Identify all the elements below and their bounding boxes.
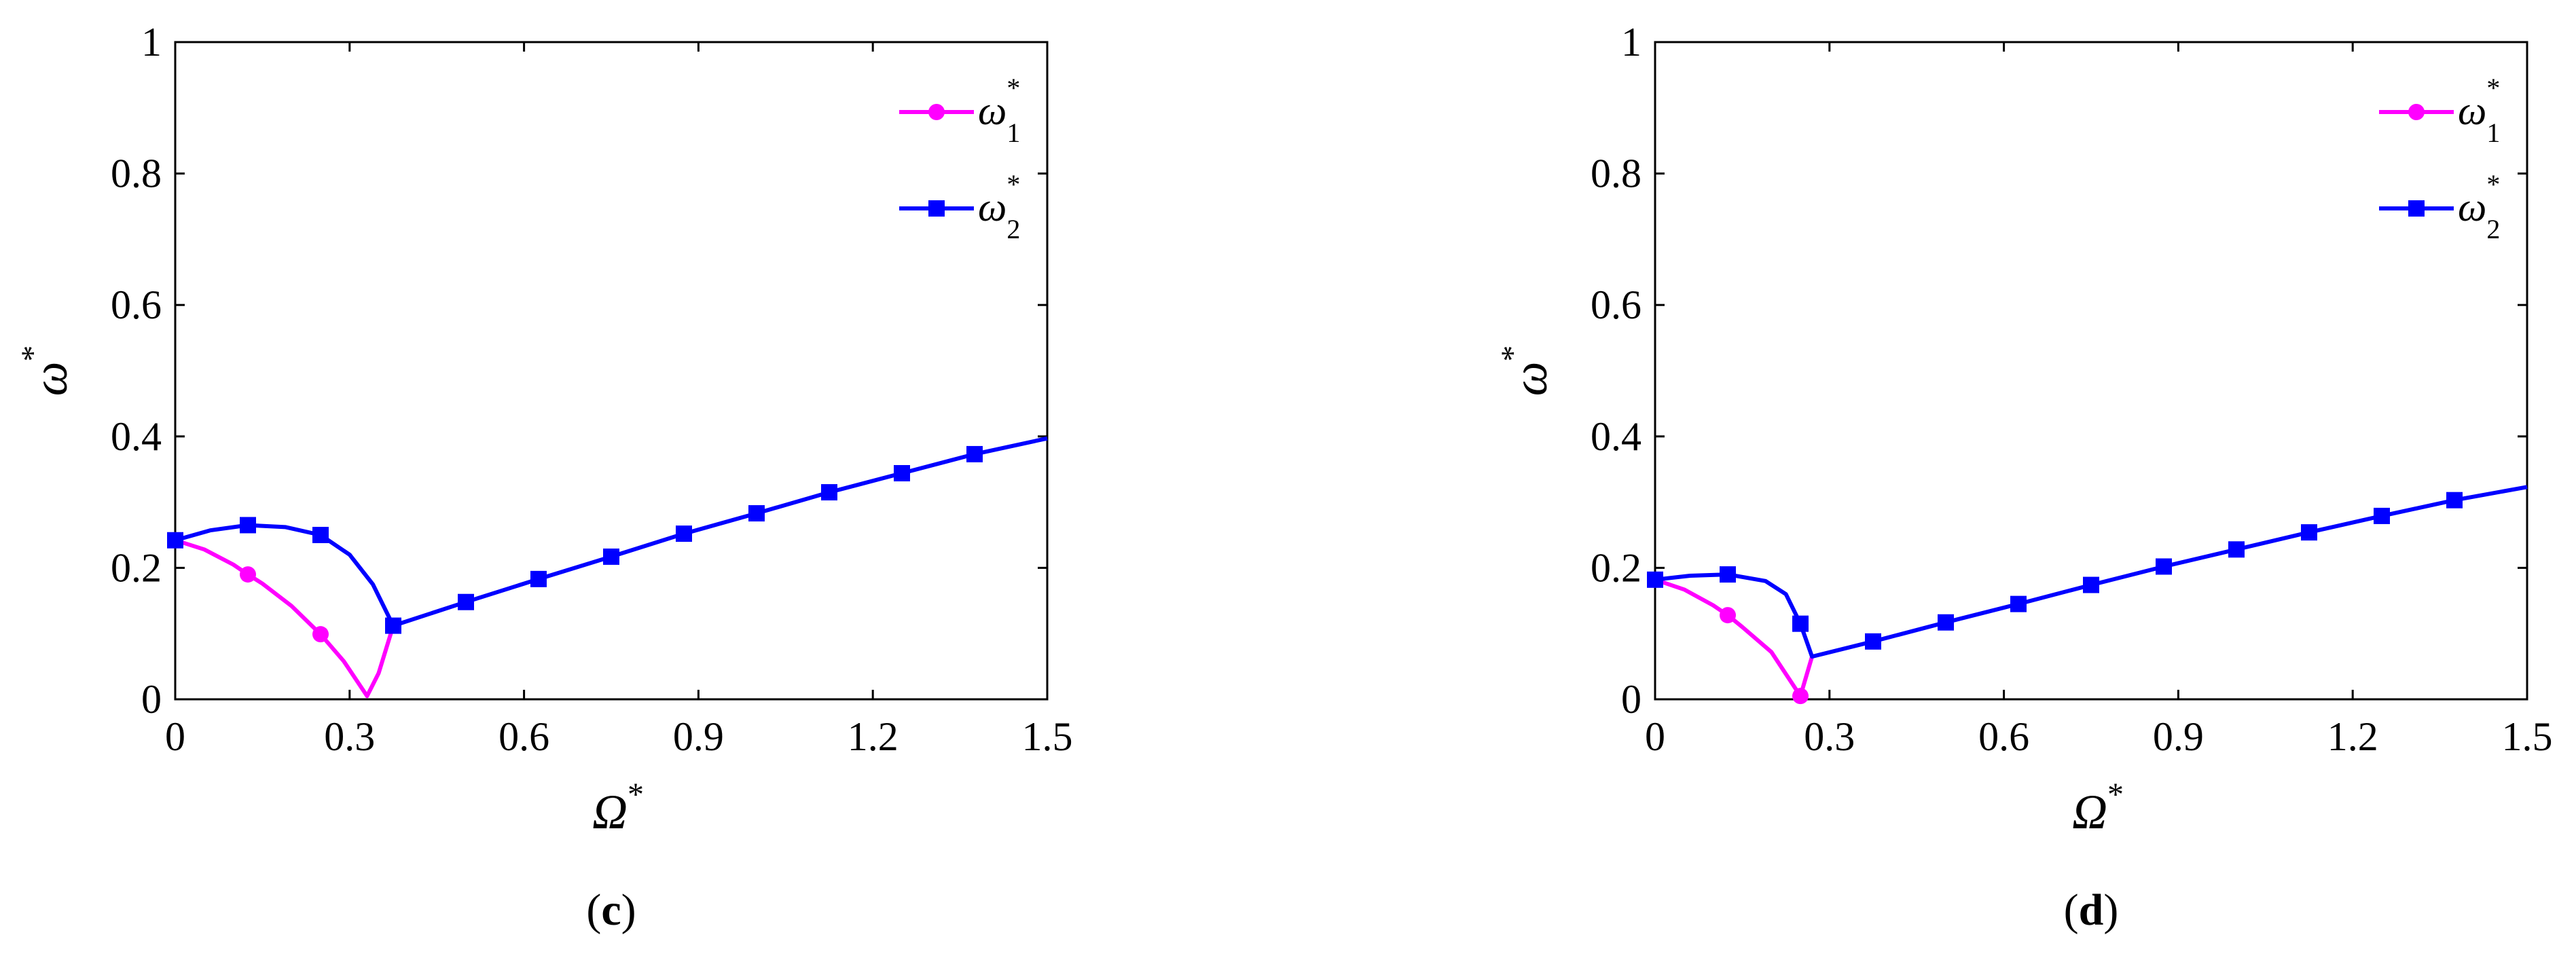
chart-panel-c: 0 0.3 0.6 0.9 1.2 1.5 0 0.2 0.4 0.6 0.8 1 Ω* ω* (c) ω1*… [15,20,1073,935]
x-tick-label: 0.9 [2153,714,2204,759]
data-point [240,566,256,583]
plot-frame [174,41,1049,701]
x-tick-label: 0 [1645,714,1665,759]
data-point [1720,607,1736,624]
series-line [175,436,1048,628]
y-tick-label: 0.6 [1591,282,1641,327]
data-point [312,626,329,643]
data-point [676,525,692,542]
data-point [966,445,983,462]
chart-panel-d: 0 0.3 0.6 0.9 1.2 1.5 0 0.2 0.4 0.6 0.8 1 Ω* ω* (d) ω1*… [1495,20,2553,935]
legend-label: ω2* [978,169,1020,244]
x-tick-label: 1.2 [2327,714,2378,759]
y-tick-label: 0.2 [1591,545,1641,590]
y-tick-label: 0.4 [111,414,162,459]
legend-marker [2408,104,2425,120]
data-point [1792,688,1809,705]
series-2 [1647,485,2528,659]
y-tick-label: 0 [141,677,162,722]
series-1 [167,532,395,699]
data-point [385,617,401,634]
x-tick-label: 0.6 [1978,714,2029,759]
y-tick-label: 0.2 [111,545,162,590]
data-point [1792,615,1809,632]
series-1 [1647,571,1814,705]
x-tick-label: 0.9 [673,714,724,759]
data-point [2010,595,2027,612]
data-point [748,505,765,522]
plot-frame [1654,41,2528,701]
y-tick-label: 1 [1621,20,1641,64]
y-axis-label: ω* [1495,346,1557,396]
data-point [603,548,619,565]
legend-marker [2408,200,2425,217]
y-tick-label: 0.6 [111,282,162,327]
data-point [2374,507,2390,524]
y-tick-label: 1 [141,20,162,64]
y-tick-label: 0.4 [1591,414,1641,459]
data-point [312,527,329,543]
series-line [1654,577,1814,699]
data-point [821,484,837,501]
x-tick-label: 1.5 [1022,714,1073,759]
data-point [2301,524,2317,541]
data-point [167,532,183,549]
x-tick-label: 0.6 [498,714,549,759]
data-point [2446,492,2463,509]
x-tick-label: 0 [165,714,185,759]
y-tick-label: 0.8 [111,151,162,196]
x-axis-label: Ω* [592,777,644,839]
legend-marker [928,200,945,217]
x-tick-label: 0.3 [324,714,375,759]
data-point [240,517,256,534]
x-axis-label: Ω* [2072,777,2124,839]
y-axis-label: ω* [15,346,77,396]
data-point [530,570,547,587]
data-point [1865,633,1881,650]
y-tick-label: 0.8 [1591,151,1641,196]
data-point [2156,558,2172,575]
series-2 [167,436,1048,634]
data-point [1938,614,1954,631]
x-tick-label: 1.5 [2502,714,2553,759]
panel-label: (d) [2064,885,2119,935]
data-point [894,465,910,482]
x-tick-label: 0.3 [1804,714,1855,759]
y-tick-label: 0 [1621,677,1641,722]
data-point [2228,541,2245,558]
data-point [1647,571,1663,588]
panel-label: (c) [586,885,636,935]
data-point [458,593,474,610]
series-line [175,538,395,699]
series-line [1654,485,2528,659]
data-point [2083,576,2099,593]
legend-label: ω1* [978,73,1020,148]
data-point [1720,566,1736,583]
legend-label: ω2* [2458,169,2500,244]
x-tick-label: 1.2 [848,714,899,759]
legend-marker [928,104,945,120]
legend-label: ω1* [2458,73,2500,148]
